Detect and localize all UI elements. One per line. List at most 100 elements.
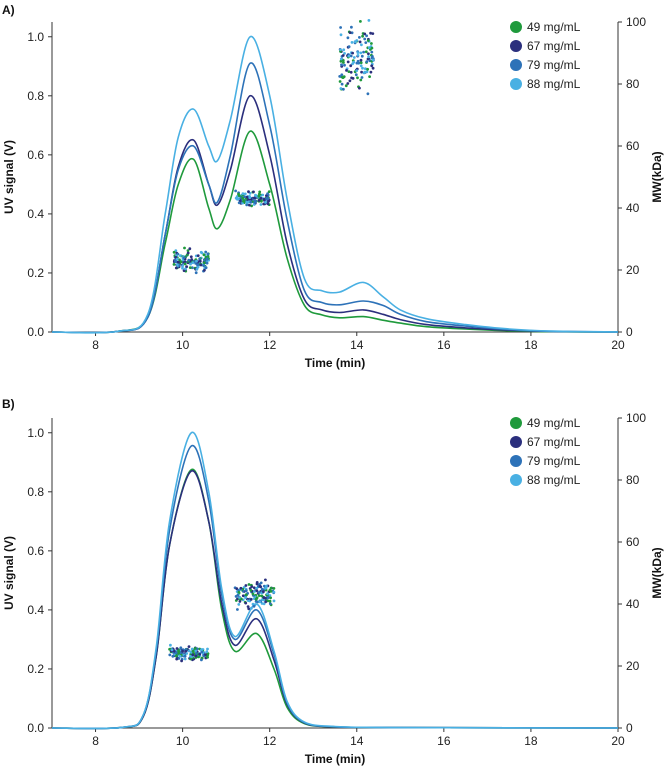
mw-point (204, 266, 208, 270)
mw-point (252, 190, 255, 194)
mw-point (371, 32, 375, 35)
x-tick-label: 16 (437, 734, 451, 748)
mw-point (262, 198, 266, 201)
mw-point (176, 260, 180, 264)
mw-point (259, 203, 263, 206)
mw-point (359, 78, 363, 82)
y2-tick-label: 60 (626, 139, 640, 153)
mw-point (238, 596, 241, 599)
mw-point (170, 648, 174, 652)
y-tick-label: 0.4 (27, 207, 44, 221)
legend-marker (510, 436, 522, 448)
x-tick-label: 8 (92, 734, 99, 748)
mw-point (356, 54, 360, 57)
mw-point (202, 253, 206, 257)
series-line-79-mg-ml (51, 444, 619, 730)
mw-point (234, 189, 238, 193)
mw-point (359, 61, 363, 65)
y-tick-label: 0.4 (27, 603, 44, 617)
mw-point (239, 586, 243, 590)
mw-point (255, 586, 258, 590)
mw-point (343, 63, 346, 67)
mw-point (198, 257, 202, 261)
mw-point (203, 268, 206, 272)
mw-point (341, 54, 345, 57)
mw-point (338, 75, 342, 78)
mw-point (347, 54, 351, 58)
mw-point (371, 66, 375, 70)
mw-point (258, 584, 262, 588)
mw-point (349, 64, 353, 68)
mw-point (342, 48, 346, 52)
mw-point (371, 58, 375, 62)
mw-point (245, 203, 249, 207)
mw-point (272, 590, 276, 594)
mw-point (360, 43, 363, 47)
mw-point (241, 594, 245, 598)
mw-point (183, 262, 187, 266)
legend-label: 49 mg/mL (527, 20, 581, 34)
mw-point (264, 600, 268, 604)
mw-point (180, 659, 184, 663)
mw-point (172, 250, 176, 254)
mw-point (172, 263, 176, 266)
x-tick-label: 8 (92, 338, 99, 352)
mw-point (175, 654, 178, 657)
mw-point (191, 653, 195, 657)
mw-point (206, 655, 210, 659)
mw-point (259, 196, 263, 200)
x-tick-label: 20 (611, 734, 625, 748)
mw-point (174, 266, 178, 270)
mw-point (345, 69, 348, 72)
mw-point (366, 39, 370, 42)
mw-point (365, 60, 369, 63)
mw-point (267, 200, 270, 203)
mw-point (184, 649, 188, 653)
mw-point (347, 45, 351, 49)
mw-point (200, 648, 204, 651)
mw-point (196, 263, 199, 267)
mw-point (247, 607, 251, 611)
mw-point (269, 596, 272, 600)
y-tick-label: 0.8 (27, 485, 44, 499)
mw-point (198, 652, 202, 656)
mw-point (179, 254, 182, 258)
mw-point (205, 261, 209, 265)
mw-point (367, 19, 371, 22)
x-tick-label: 14 (350, 734, 364, 748)
mw-point (363, 37, 367, 41)
y2-tick-label: 0 (626, 721, 633, 735)
mw-point (266, 192, 269, 196)
mw-point (234, 196, 238, 200)
mw-point (340, 82, 344, 86)
mw-point (175, 263, 179, 267)
mw-point (185, 265, 189, 269)
y2-tick-label: 100 (626, 15, 646, 29)
mw-point (346, 36, 350, 40)
mw-point (264, 578, 267, 582)
mw-point (196, 265, 200, 269)
mw-point (186, 249, 190, 253)
y-tick-label: 0.2 (27, 662, 44, 676)
mw-point (360, 76, 364, 79)
mw-point (175, 257, 179, 261)
mw-point (197, 655, 201, 659)
mw-point (190, 647, 194, 651)
mw-point (205, 650, 209, 654)
mw-point (370, 46, 374, 50)
mw-point (253, 199, 257, 203)
mw-point (358, 36, 361, 39)
mw-point (193, 647, 197, 650)
x-axis-title: Time (min) (305, 752, 365, 766)
mw-point (181, 649, 184, 653)
mw-point (266, 202, 270, 206)
mw-point (343, 52, 346, 55)
y2-tick-label: 40 (626, 201, 640, 215)
mw-point (369, 31, 372, 35)
mw-point (250, 606, 253, 610)
mw-point (255, 581, 259, 584)
mw-point (250, 585, 254, 588)
series-line-67-mg-ml (51, 470, 619, 730)
mw-point (191, 261, 195, 265)
mw-point (361, 34, 364, 38)
